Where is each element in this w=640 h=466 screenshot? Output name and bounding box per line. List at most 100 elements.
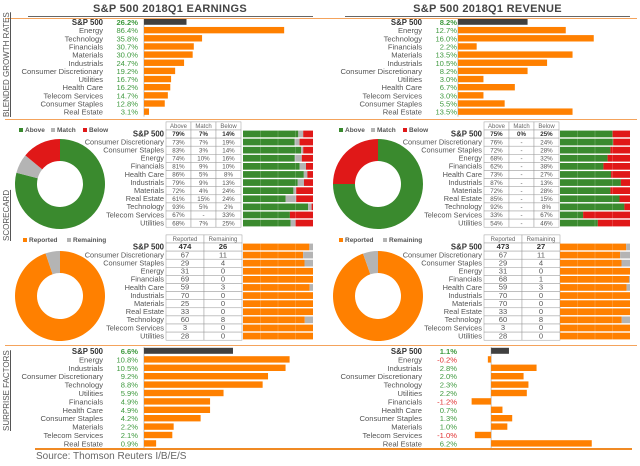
cell-financials-remaining: 1 <box>539 275 543 284</box>
stacked-bar-energy-match <box>294 154 302 162</box>
value-label-technology: 35.8% <box>116 34 138 43</box>
stacked-bar-industrials-match <box>297 179 304 186</box>
bar-materials <box>144 51 193 58</box>
bar-real-estate <box>491 440 592 447</box>
value-label-consumer-discretionary: 19.2% <box>116 67 138 76</box>
category-label-utilities: Utilities <box>398 75 423 84</box>
cell-materials-below: 24% <box>222 188 235 195</box>
value-label-telecom-services: 2.1% <box>121 431 139 440</box>
stacked-bar-telecom-services-below <box>583 211 630 219</box>
row-label-energy: Energy <box>141 267 165 276</box>
value-label-sp-500: 8.2% <box>440 19 458 27</box>
category-label-consumer-staples: Consumer Staples <box>41 100 104 109</box>
stacked-bar-consumer-discretionary-below <box>613 138 630 146</box>
cell-financials-above: 81% <box>172 164 185 171</box>
value-label-telecom-services: 14.7% <box>116 91 138 100</box>
cell-energy-above: 74% <box>172 156 185 163</box>
cell-energy-remaining: 0 <box>221 267 225 276</box>
row-label-sp-500: S&P 500 <box>451 242 483 251</box>
value-label-consumer-discretionary: 9.2% <box>121 372 139 381</box>
bar-industrials <box>491 364 537 371</box>
row-label-utilities: Utilities <box>458 331 482 340</box>
stacked-bar-financials-below <box>603 163 630 170</box>
stacked-bar-utilities-reported <box>560 332 630 340</box>
stacked-bar-technology-match <box>308 203 312 211</box>
value-label-materials: 30.0% <box>116 51 138 60</box>
cell-real-estate-reported: 33 <box>499 307 507 316</box>
cell-sp-500-remaining: 26 <box>219 242 227 251</box>
donut-slice-reported <box>333 251 423 341</box>
header-reported: Reported <box>173 237 198 243</box>
row-label-technology: Technology <box>127 202 165 211</box>
legend-label-below: Below <box>409 127 429 134</box>
cell-sp-500-reported: 473 <box>497 242 510 251</box>
stacked-bar-industrials-above <box>243 179 298 186</box>
stacked-bar-technology-above <box>243 203 309 211</box>
value-label-health-care: 4.9% <box>121 406 139 415</box>
stacked-bar-utilities-below <box>295 219 313 227</box>
bar-sp-500 <box>458 19 528 25</box>
stacked-bar-consumer-staples-above <box>560 146 611 154</box>
cell-consumer-discretionary-match: 7% <box>199 139 208 146</box>
row-label-telecom-services: Telecom Services <box>424 323 482 332</box>
cell-energy-reported: 31 <box>499 267 507 276</box>
value-label-financials: 4.9% <box>121 397 139 406</box>
source-note: Source: Thomson Reuters I/B/E/S <box>36 451 187 462</box>
bar-energy <box>487 356 492 363</box>
category-label-energy: Energy <box>398 26 422 35</box>
value-label-financials: -1.2% <box>437 397 457 406</box>
cell-financials-below: 38% <box>540 164 553 171</box>
cell-utilities-above: 54% <box>490 220 503 227</box>
category-label-financials: Financials <box>388 42 422 51</box>
bar-industrials <box>144 59 185 66</box>
cell-consumer-discretionary-above: 73% <box>172 139 185 146</box>
header-remaining: Remaining <box>527 237 556 243</box>
stacked-bar-utilities-match <box>290 219 296 227</box>
stacked-bar-industrials-reported <box>560 292 630 299</box>
cell-materials-reported: 25 <box>181 299 189 308</box>
cell-utilities-match: 7% <box>199 220 208 227</box>
cell-box <box>215 218 242 228</box>
legend-label-match: Match <box>57 127 76 134</box>
legend-swatch-match <box>51 128 55 132</box>
donut-slice-above <box>15 139 106 229</box>
cell-technology-below: 8% <box>542 204 551 211</box>
cell-telecom-services-reported: 3 <box>501 323 505 332</box>
category-label-telecom-services: Telecom Services <box>362 431 422 440</box>
legend-label-reported: Reported <box>29 237 58 244</box>
revenue-reported: Reported Remaining Reported Remaining S&P 50… <box>333 234 630 341</box>
stacked-bar-consumer-discretionary-above <box>560 138 614 146</box>
cell-real-estate-below: 24% <box>222 196 235 203</box>
stacked-bar-consumer-discretionary-remaining <box>620 251 630 259</box>
cell-technology-above: 93% <box>172 204 185 211</box>
cell-telecom-services-below: 33% <box>222 212 235 219</box>
stacked-bar-technology-remaining <box>621 316 630 324</box>
cell-technology-match: - <box>520 204 522 211</box>
row-label-consumer-discretionary: Consumer Discretionary <box>85 250 165 259</box>
stacked-bar-utilities-above <box>560 219 598 227</box>
cell-consumer-staples-reported: 29 <box>499 258 507 267</box>
category-label-telecom-services: Telecom Services <box>43 431 103 440</box>
bar-industrials <box>144 364 286 371</box>
stacked-bar-real-estate-below <box>296 195 313 203</box>
row-label-industrials: Industrials <box>448 178 482 187</box>
bar-materials <box>491 423 508 430</box>
legend-label-match: Match <box>377 127 396 134</box>
row-label-financials: Financials <box>449 162 483 171</box>
value-label-real-estate: 0.9% <box>121 439 139 448</box>
value-label-consumer-discretionary: 8.2% <box>440 67 458 76</box>
cell-technology-match: 5% <box>199 204 208 211</box>
stacked-bar-sp-500-remaining <box>309 243 313 251</box>
legend-swatch-above <box>19 128 23 132</box>
cell-health-care-match: - <box>520 172 522 179</box>
cell-materials-remaining: 0 <box>539 299 543 308</box>
stacked-bar-real-estate-above <box>560 195 620 203</box>
category-label-consumer-discretionary: Consumer Discretionary <box>341 67 423 76</box>
category-label-technology: Technology <box>65 34 104 43</box>
row-label-sp-500: S&P 500 <box>133 129 165 138</box>
value-label-energy: -0.2% <box>437 355 457 364</box>
stacked-bar-energy-reported <box>243 267 313 275</box>
cell-energy-reported: 31 <box>181 267 189 276</box>
cell-industrials-reported: 70 <box>181 291 189 300</box>
donut-slice-match <box>16 155 43 179</box>
